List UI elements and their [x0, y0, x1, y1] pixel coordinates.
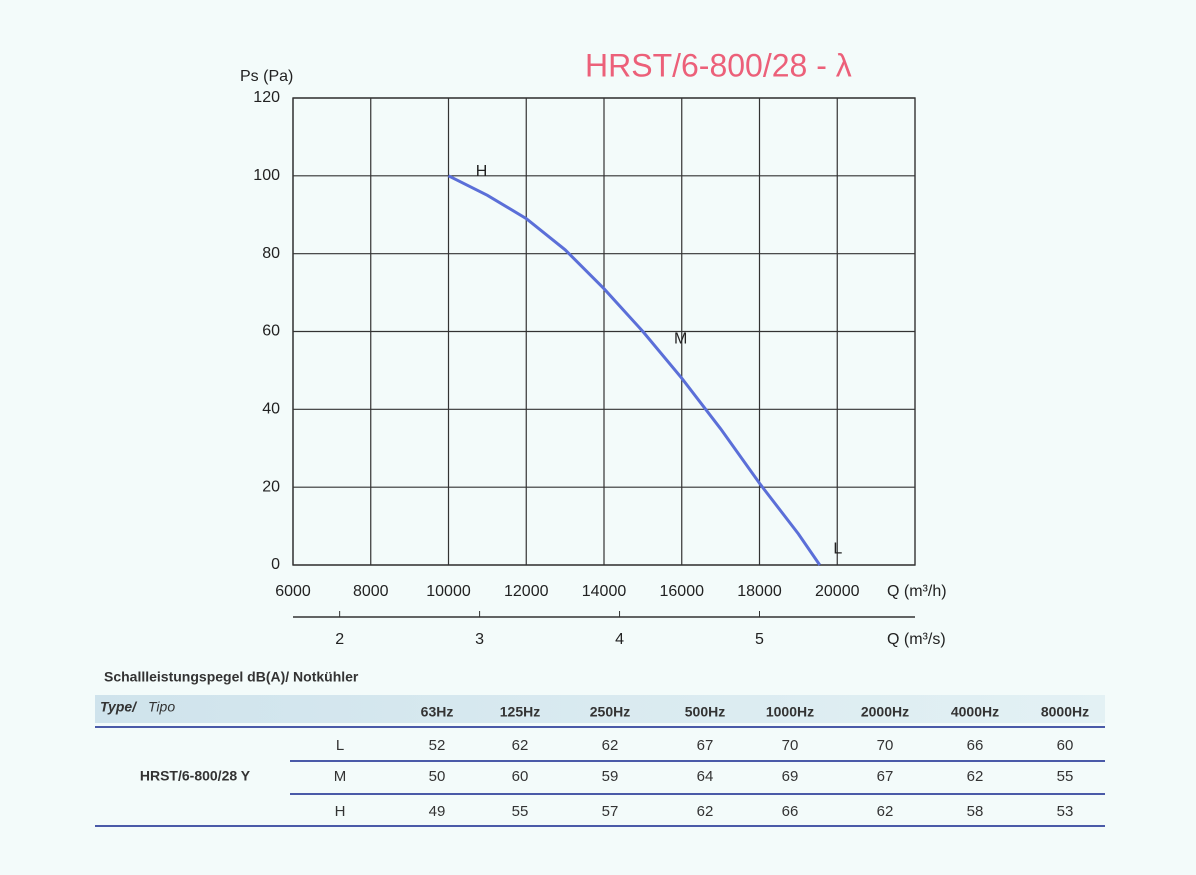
table-cell: 62	[697, 803, 714, 820]
table-cell: 70	[782, 737, 799, 754]
table-header-type: Type/	[100, 699, 138, 715]
table-cell: 64	[697, 768, 714, 785]
table-cell: 62	[967, 768, 984, 785]
y-axis-label: Ps (Pa)	[240, 68, 293, 85]
table-cell: 67	[877, 768, 894, 785]
curve-label: M	[674, 331, 687, 348]
table-level: M	[334, 768, 347, 785]
table-cell: 69	[782, 768, 799, 785]
table-cell: 58	[967, 803, 984, 820]
table-cell: 70	[877, 737, 894, 754]
x-tick-label: 8000	[353, 583, 389, 600]
table-header-tipo: Tipo	[148, 699, 175, 715]
table-cell: 53	[1057, 803, 1074, 820]
y-tick-label: 0	[271, 556, 280, 573]
table-column-header: 4000Hz	[951, 704, 999, 720]
x2-axis-label: Q (m³/s)	[887, 631, 946, 648]
y-tick-label: 40	[262, 401, 280, 418]
x-tick-label: 14000	[582, 583, 627, 600]
x-tick-label: 18000	[737, 583, 782, 600]
table-column-header: 63Hz	[421, 704, 454, 720]
table-cell: 62	[877, 803, 894, 820]
curve	[447, 174, 821, 566]
table-cell: 52	[429, 737, 446, 754]
x-tick-label: 20000	[815, 583, 860, 600]
table-column-header: 250Hz	[590, 704, 630, 720]
chart-title: HRST/6-800/28 - λ	[585, 47, 852, 83]
table-cell: 62	[602, 737, 619, 754]
x2-tick-label: 5	[755, 631, 764, 648]
y-tick-label: 100	[253, 167, 280, 184]
y-tick-label: 20	[262, 478, 280, 495]
y-tick-label: 80	[262, 245, 280, 262]
table-cell: 67	[697, 737, 714, 754]
table-header-band	[95, 695, 1105, 723]
y-tick-label: 60	[262, 323, 280, 340]
x-tick-label: 12000	[504, 583, 549, 600]
x2-tick-label: 2	[335, 631, 344, 648]
table-column-header: 500Hz	[685, 704, 725, 720]
table-cell: 62	[512, 737, 529, 754]
table-column-header: 125Hz	[500, 704, 540, 720]
table-level: H	[335, 803, 346, 820]
curve-label: L	[833, 541, 842, 558]
table-cell: 59	[602, 768, 619, 785]
y-tick-label: 120	[253, 89, 280, 106]
x-tick-label: 10000	[426, 583, 471, 600]
table-cell: 66	[967, 737, 984, 754]
x-axis-label: Q (m³/h)	[887, 583, 947, 600]
table-cell: 57	[602, 803, 619, 820]
curve-label: H	[476, 163, 488, 180]
table-cell: 66	[782, 803, 799, 820]
table-cell: 49	[429, 803, 446, 820]
table-title: Schallleistungspegel dB(A)/ Notkühler	[104, 669, 359, 685]
table-column-header: 8000Hz	[1041, 704, 1089, 720]
table-level: L	[336, 737, 344, 754]
table-cell: 60	[1057, 737, 1074, 754]
table-cell: 55	[512, 803, 529, 820]
table-cell: 50	[429, 768, 446, 785]
table-column-header: 1000Hz	[766, 704, 814, 720]
table-row-label: HRST/6-800/28 Y	[140, 768, 251, 784]
x2-tick-label: 3	[475, 631, 484, 648]
table-column-header: 2000Hz	[861, 704, 909, 720]
table-cell: 60	[512, 768, 529, 785]
x-tick-label: 16000	[660, 583, 705, 600]
x2-tick-label: 4	[615, 631, 624, 648]
x-tick-label: 6000	[275, 583, 311, 600]
table-cell: 55	[1057, 768, 1074, 785]
